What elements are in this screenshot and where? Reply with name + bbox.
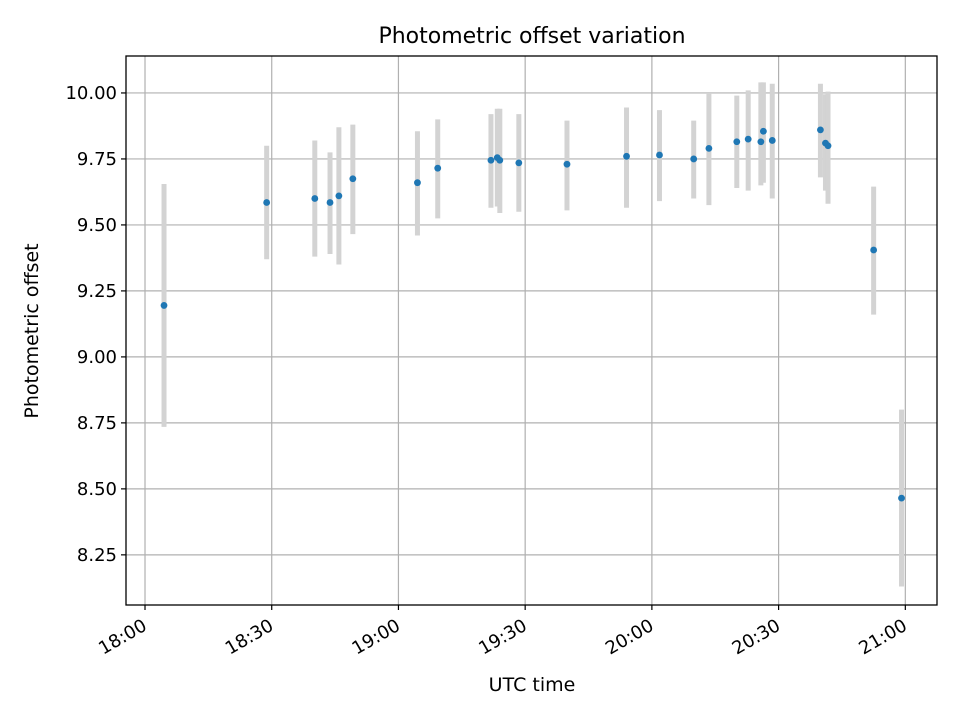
data-point (898, 494, 905, 502)
data-point (759, 127, 767, 135)
chart-title: Photometric offset variation (378, 24, 685, 49)
y-tick-label: 9.50 (77, 215, 117, 236)
data-point (335, 192, 343, 200)
y-tick-label: 9.75 (77, 149, 117, 170)
data-points (160, 126, 905, 502)
axes-frame (125, 55, 938, 606)
y-axis-label: Photometric offset (21, 243, 43, 418)
data-point (563, 160, 571, 168)
data-point (768, 137, 776, 144)
data-point (824, 142, 832, 150)
y-tick-label: 8.75 (77, 413, 117, 434)
data-point (623, 152, 630, 160)
data-point (487, 156, 495, 164)
data-point (690, 155, 698, 163)
data-point (434, 164, 442, 172)
y-tick-label: 8.50 (77, 479, 117, 500)
y-tick-label: 9.00 (77, 347, 117, 368)
y-tick-label: 10.00 (65, 83, 117, 104)
data-point (414, 179, 421, 187)
data-point (757, 138, 765, 146)
data-point (733, 138, 741, 146)
grid-lines (126, 56, 937, 605)
data-point (326, 199, 334, 206)
data-point (349, 175, 357, 183)
data-point (817, 126, 824, 134)
data-point (744, 135, 752, 143)
data-point (311, 195, 319, 202)
y-tick-label: 8.25 (77, 545, 117, 566)
data-point (263, 199, 271, 206)
data-point (160, 302, 168, 309)
data-point (496, 156, 504, 164)
data-point (656, 151, 663, 159)
y-tick-label: 9.25 (77, 281, 117, 302)
x-axis-label: UTC time (489, 674, 576, 696)
data-point (870, 246, 878, 254)
data-point (705, 144, 713, 152)
data-point (515, 159, 523, 167)
